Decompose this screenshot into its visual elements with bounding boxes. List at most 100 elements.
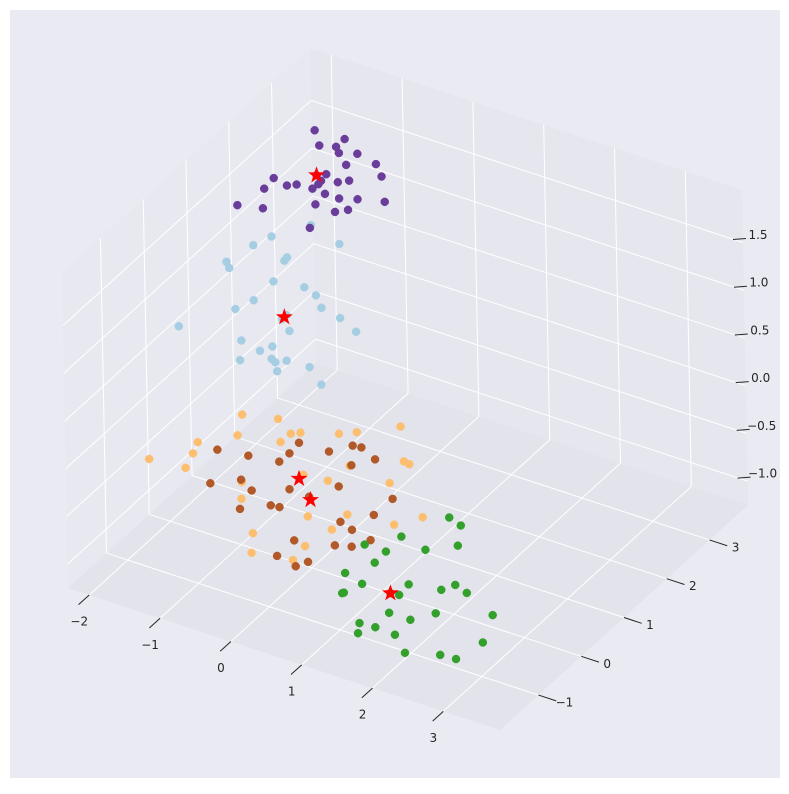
grid-line <box>63 147 313 374</box>
point <box>435 650 445 660</box>
point <box>340 134 349 144</box>
point <box>396 422 405 431</box>
point <box>237 494 246 504</box>
point <box>222 257 231 266</box>
point <box>437 585 446 595</box>
point <box>334 194 344 203</box>
point <box>308 184 317 193</box>
y-tick-label: 2 <box>689 579 697 593</box>
point <box>334 482 343 491</box>
grid-line <box>312 195 745 339</box>
point <box>310 126 319 135</box>
point <box>351 327 361 336</box>
grid-line <box>315 338 748 482</box>
z-tick-label: 0.0 <box>751 371 770 385</box>
point <box>431 609 440 618</box>
point <box>285 449 294 458</box>
point <box>231 304 240 314</box>
point <box>305 223 315 233</box>
grid-line <box>310 100 744 243</box>
point <box>233 431 242 440</box>
point <box>353 149 362 159</box>
x-tick-label: 0 <box>217 661 225 675</box>
point <box>317 380 326 389</box>
point <box>303 557 313 567</box>
z-tick <box>736 428 750 431</box>
point <box>272 551 282 561</box>
point <box>188 449 198 458</box>
point <box>269 277 278 286</box>
point <box>348 441 357 450</box>
point <box>453 541 463 550</box>
y-tick <box>666 578 685 586</box>
z-tick-label: 0.5 <box>750 323 769 337</box>
point <box>385 478 394 488</box>
grid-line <box>62 100 312 326</box>
point <box>357 579 367 589</box>
z-tick <box>735 381 749 384</box>
point <box>366 535 375 545</box>
point <box>488 610 497 620</box>
point <box>181 463 190 473</box>
point <box>294 438 304 448</box>
x-tick <box>78 594 90 606</box>
point <box>285 326 294 336</box>
point <box>369 510 379 520</box>
centroid-star <box>308 166 326 183</box>
point <box>248 240 258 250</box>
point <box>244 451 253 460</box>
grid-line <box>66 291 315 517</box>
x-tick-label: 3 <box>430 731 438 745</box>
point <box>341 160 351 170</box>
point <box>360 540 369 549</box>
z-tick-label: −0.5 <box>747 419 776 433</box>
point <box>282 253 292 262</box>
grid-line <box>277 397 710 541</box>
grid-line <box>106 552 539 696</box>
point <box>352 427 362 437</box>
point <box>286 429 296 438</box>
point <box>247 548 256 558</box>
point <box>248 528 258 538</box>
point <box>300 283 309 292</box>
point <box>249 295 258 305</box>
point <box>273 414 283 424</box>
point <box>404 580 413 589</box>
point <box>384 608 394 618</box>
grid-line <box>234 436 667 580</box>
point <box>258 204 268 213</box>
point <box>235 355 245 365</box>
point <box>355 618 364 628</box>
point <box>275 502 284 512</box>
point <box>268 342 277 351</box>
point <box>335 313 345 323</box>
point <box>271 357 280 367</box>
point <box>259 184 269 193</box>
point <box>343 510 352 519</box>
point <box>336 517 345 527</box>
y-tick <box>538 694 557 702</box>
point <box>405 460 414 469</box>
point <box>213 445 222 454</box>
y-tick <box>623 617 642 624</box>
y-tick <box>709 539 728 547</box>
point <box>323 476 333 485</box>
x-tick-label: −1 <box>141 638 159 652</box>
point <box>282 181 292 190</box>
point <box>478 638 488 647</box>
y-tick-label: 3 <box>732 540 740 554</box>
point <box>324 447 334 456</box>
point <box>451 654 461 664</box>
point <box>193 437 203 447</box>
point <box>247 486 256 495</box>
point <box>400 648 410 658</box>
point <box>320 189 330 199</box>
point <box>406 615 415 625</box>
point <box>418 512 427 522</box>
point <box>330 207 340 217</box>
point <box>236 475 246 484</box>
point <box>174 322 184 331</box>
point <box>233 200 242 210</box>
point <box>377 172 386 181</box>
